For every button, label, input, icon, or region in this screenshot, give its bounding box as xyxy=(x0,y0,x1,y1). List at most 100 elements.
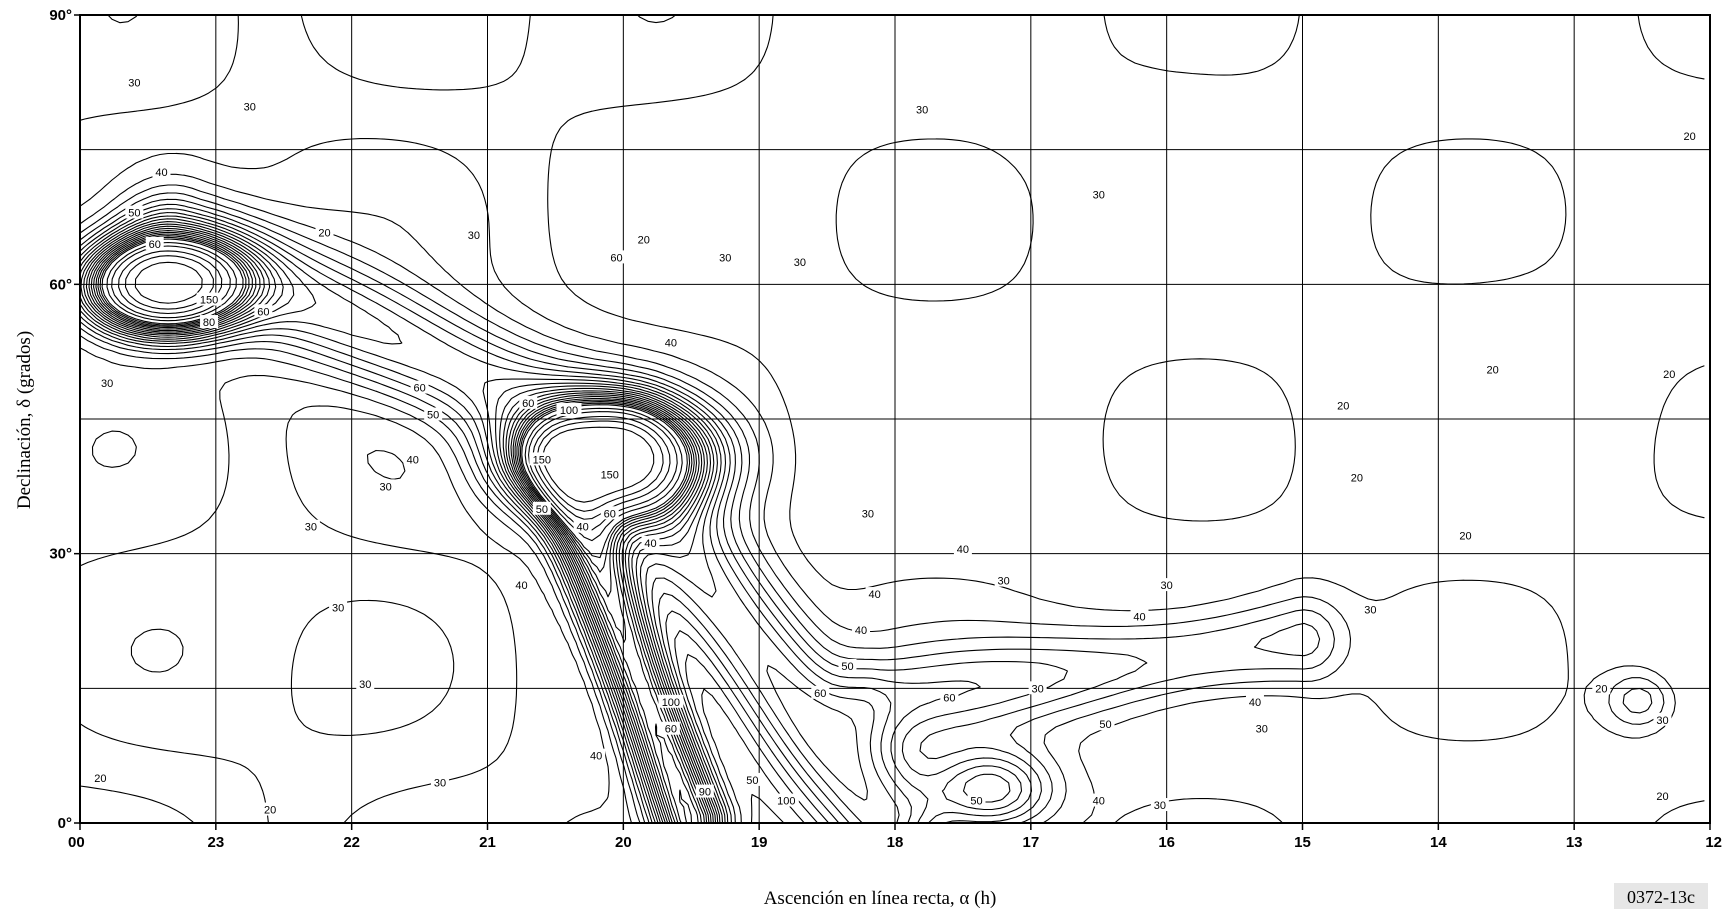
contour-label-background xyxy=(913,102,932,116)
contour-line xyxy=(79,211,868,824)
x-tick-label: 14 xyxy=(1430,834,1447,851)
contour-label: 50 xyxy=(1099,719,1111,731)
contour-label-background xyxy=(1028,681,1047,695)
contour-label: 40 xyxy=(407,454,419,466)
contour-label-background xyxy=(1592,681,1611,695)
contour-labels: 30 30 40 50 60 150 80 60 30 30 20 60 30 40 60 50 40 30 30 1… xyxy=(91,75,1699,817)
contour-label: 150 xyxy=(533,454,551,466)
contour-label-background xyxy=(1245,694,1264,708)
contour-label: 30 xyxy=(1032,683,1044,695)
x-tick-label: 19 xyxy=(751,834,768,851)
x-tick-label: 16 xyxy=(1158,834,1175,851)
y-tick-label: 30° xyxy=(49,546,72,563)
contour-label: 20 xyxy=(1351,472,1363,484)
contour-label-background xyxy=(424,407,443,421)
contour-label-background xyxy=(98,376,117,390)
contour-line xyxy=(95,233,699,824)
contour-label: 60 xyxy=(257,306,269,318)
contour-label: 20 xyxy=(1656,791,1668,803)
contour-label-background xyxy=(600,506,619,520)
y-tick-label: 0° xyxy=(58,815,72,832)
x-tick-label: 00 xyxy=(68,834,85,851)
contour-label-background xyxy=(145,236,164,250)
contour-label-background xyxy=(634,232,653,246)
contour-label-background xyxy=(597,467,623,481)
contour-label: 40 xyxy=(644,538,656,550)
contour-line xyxy=(93,231,702,824)
contour-label: 100 xyxy=(662,697,680,709)
contour-label: 100 xyxy=(777,796,795,808)
contour-label: 20 xyxy=(1487,365,1499,377)
contour-label: 30 xyxy=(1364,604,1376,616)
contour-label-background xyxy=(838,658,857,672)
x-tick-label: 22 xyxy=(343,834,360,851)
x-tick-label: 18 xyxy=(887,834,904,851)
contour-line xyxy=(106,241,683,542)
contour-label: 60 xyxy=(604,508,616,520)
contour-line xyxy=(85,225,710,824)
contour-label-background xyxy=(743,772,762,786)
contour-line xyxy=(79,192,1068,824)
y-tick-label: 60° xyxy=(49,276,72,293)
contour-label: 50 xyxy=(970,796,982,808)
contour-label-background xyxy=(1157,578,1176,592)
contour-label: 40 xyxy=(576,522,588,534)
contour-label-background xyxy=(1334,398,1353,412)
contour-label: 30 xyxy=(305,522,317,534)
contour-label-background xyxy=(1130,609,1149,623)
contour-label: 20 xyxy=(94,773,106,785)
contour-label-background xyxy=(790,254,809,268)
contour-label-background xyxy=(1660,367,1679,381)
contour-label: 60 xyxy=(814,688,826,700)
contour-label: 30 xyxy=(244,102,256,114)
contour-label-background xyxy=(519,395,538,409)
contour-label-background xyxy=(125,75,144,89)
contour-label: 150 xyxy=(200,295,218,307)
contour-label: 20 xyxy=(1595,683,1607,695)
contour-label-background xyxy=(254,304,273,318)
contour-label-background xyxy=(376,479,395,493)
contour-label-background xyxy=(641,535,660,549)
contour-label-background xyxy=(152,165,171,179)
contour-label-background xyxy=(858,506,877,520)
contour-label-background xyxy=(1680,129,1699,143)
contour-label: 50 xyxy=(841,661,853,673)
contour-label: 50 xyxy=(427,410,439,422)
contour-label: 40 xyxy=(957,544,969,556)
contour-label: 30 xyxy=(101,378,113,390)
contour-label: 150 xyxy=(601,470,619,482)
figure-id: 0372-13c xyxy=(1627,887,1695,907)
contour-label: 30 xyxy=(1161,580,1173,592)
contour-label-background xyxy=(200,315,219,329)
contour-label-background xyxy=(240,99,259,113)
contour-label: 60 xyxy=(522,398,534,410)
x-tick-label: 12 xyxy=(1705,834,1722,851)
contour-line xyxy=(79,14,1665,824)
contour-line xyxy=(80,221,714,824)
x-tick-label: 17 xyxy=(1022,834,1039,851)
contour-label: 20 xyxy=(1663,369,1675,381)
contour-label: 80 xyxy=(203,317,215,329)
contour-label: 60 xyxy=(943,692,955,704)
contour-label: 50 xyxy=(128,208,140,220)
contour-label: 40 xyxy=(1249,697,1261,709)
contour-label-background xyxy=(315,225,334,239)
contour-line xyxy=(134,261,655,503)
contour-label-background xyxy=(811,685,830,699)
contour-line xyxy=(79,215,719,824)
contour-line xyxy=(79,14,1653,824)
x-tick-label: 20 xyxy=(615,834,632,851)
contour-label-background xyxy=(356,676,375,690)
contour-label-background xyxy=(301,519,320,533)
contour-label: 30 xyxy=(719,252,731,264)
contour-label: 30 xyxy=(862,508,874,520)
x-tick-label: 15 xyxy=(1294,834,1311,851)
contour-label: 60 xyxy=(413,383,425,395)
contour-label: 60 xyxy=(665,724,677,736)
contour-label-background xyxy=(695,784,714,798)
contour-label-background xyxy=(403,452,422,466)
contour-label-background xyxy=(91,771,110,785)
contour-label-background xyxy=(1089,187,1108,201)
contour-label: 40 xyxy=(1093,796,1105,808)
contour-label-background xyxy=(1252,721,1271,735)
